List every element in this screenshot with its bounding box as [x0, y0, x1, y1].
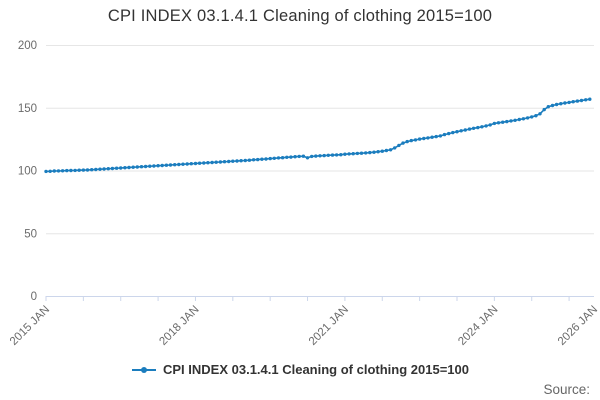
svg-text:2021 JAN: 2021 JAN: [307, 304, 351, 348]
svg-text:2015 JAN: 2015 JAN: [8, 304, 52, 348]
svg-text:150: 150: [18, 103, 37, 115]
cpi-series-points[interactable]: [44, 97, 592, 174]
cpi-series-line[interactable]: [45, 98, 590, 173]
svg-text:0: 0: [31, 291, 37, 303]
svg-text:50: 50: [24, 228, 37, 240]
series-marker-icon: [132, 366, 156, 373]
line-chart[interactable]: 0 50 100 150 200 2015 JAN 2018 JAN 2021 JAN 2024…: [0, 0, 600, 358]
svg-text:2018 JAN: 2018 JAN: [157, 304, 201, 348]
svg-text:2026 JAN: 2026 JAN: [556, 304, 600, 348]
svg-text:2024 JAN: 2024 JAN: [456, 304, 500, 348]
legend-label: CPI INDEX 03.1.4.1 Cleaning of clothing …: [163, 362, 469, 377]
svg-text:200: 200: [18, 40, 37, 52]
source-label: Source:: [543, 382, 590, 397]
y-axis-labels: 0 50 100 150 200: [18, 40, 37, 303]
x-axis-labels: 2015 JAN 2018 JAN 2021 JAN 2024 JAN 2026 JAN: [8, 304, 600, 348]
legend-item-cpi-series[interactable]: CPI INDEX 03.1.4.1 Cleaning of clothing …: [131, 362, 469, 377]
svg-text:100: 100: [18, 166, 37, 178]
y-gridlines: [46, 45, 594, 297]
x-axis-ticks: [45, 296, 570, 301]
legend: CPI INDEX 03.1.4.1 Cleaning of clothing …: [0, 362, 600, 377]
chart-title: CPI INDEX 03.1.4.1 Cleaning of clothing …: [107, 7, 493, 25]
